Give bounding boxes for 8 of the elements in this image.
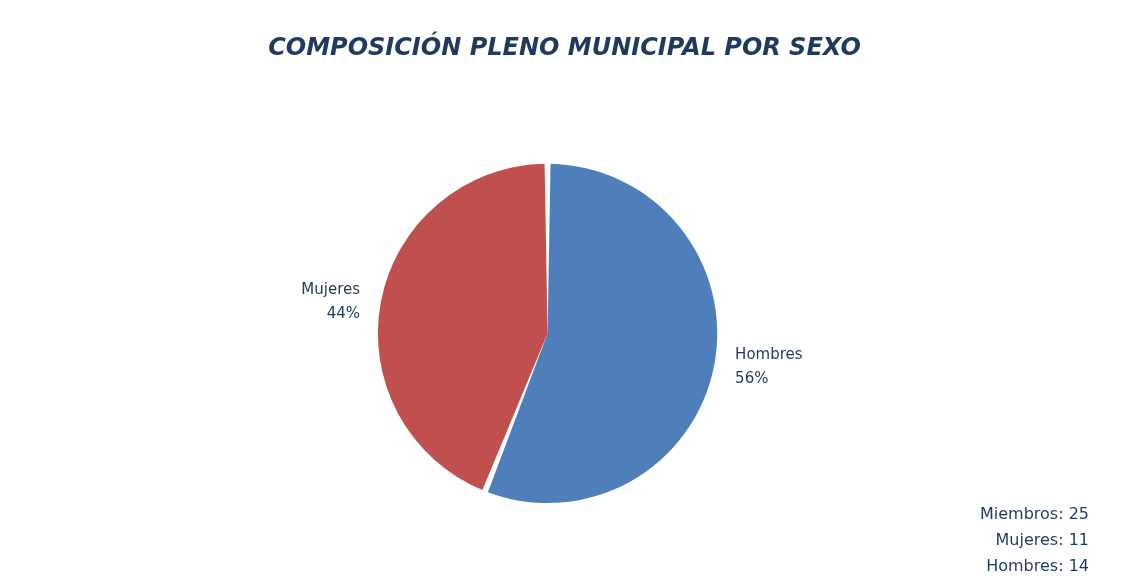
data-label: 56% [735,369,769,388]
text: Mujeres: 11 [995,529,1090,549]
data-label: 44% [326,303,361,322]
slice-label: Hombres [735,345,803,364]
text: Miembros: 25 [979,503,1090,523]
text: Hombres: 14 [986,555,1090,575]
slice-label: Mujeres [301,279,361,298]
chart-title: COMPOSICIÓN PLENO MUNICIPAL POR SEXO [268,31,861,61]
